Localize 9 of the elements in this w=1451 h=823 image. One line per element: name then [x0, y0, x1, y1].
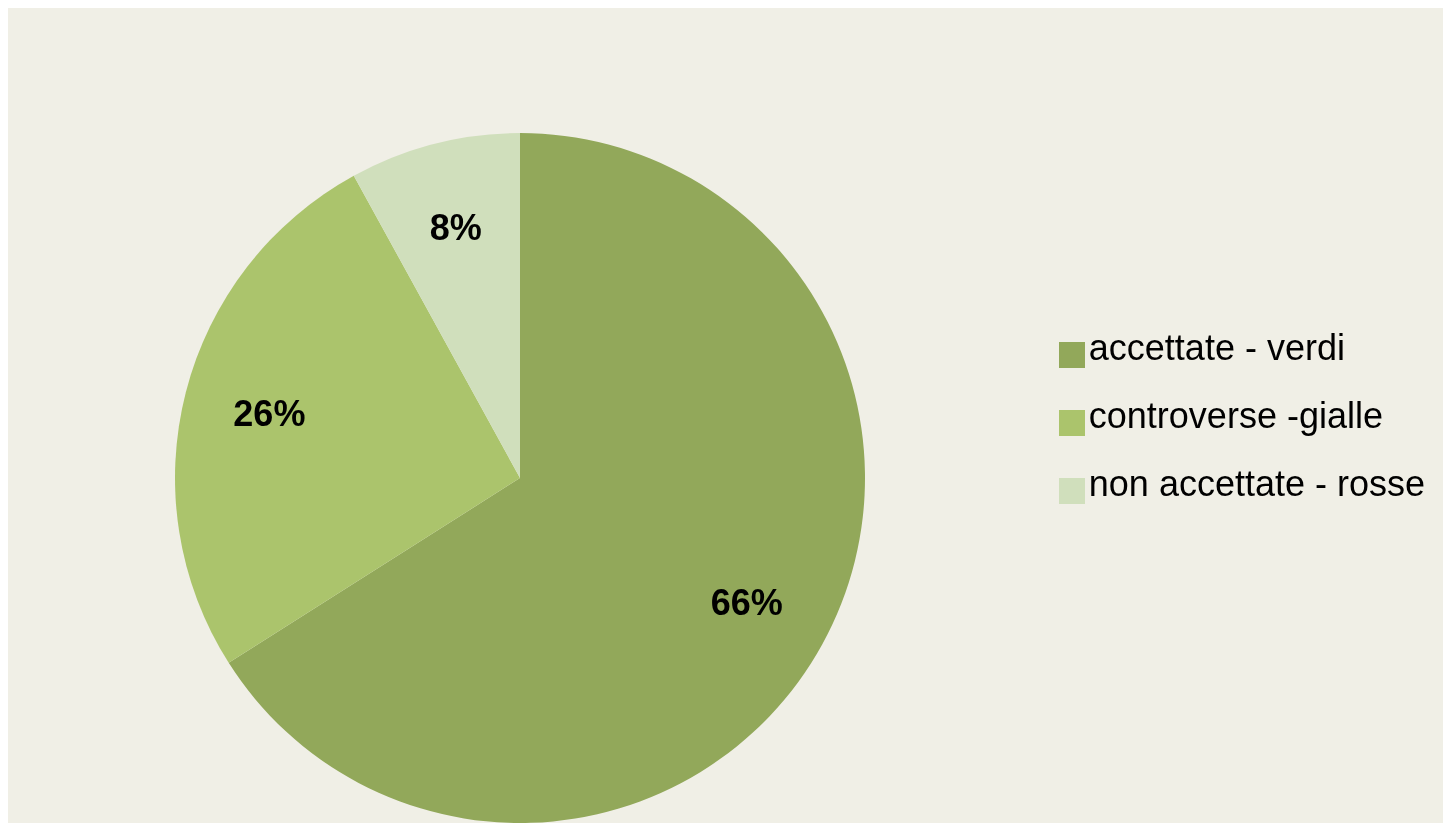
data-label: 66% [710, 582, 783, 624]
data-label: 8% [429, 206, 482, 248]
legend-label: non accettate - rosse [1088, 462, 1425, 504]
pie-slice [353, 133, 520, 478]
pie-slice [228, 133, 865, 823]
data-label: 26% [233, 393, 306, 435]
legend-label: accettate - verdi [1088, 326, 1345, 368]
pie-slice [175, 175, 520, 663]
legend-label: controverse -gialle [1088, 394, 1383, 436]
